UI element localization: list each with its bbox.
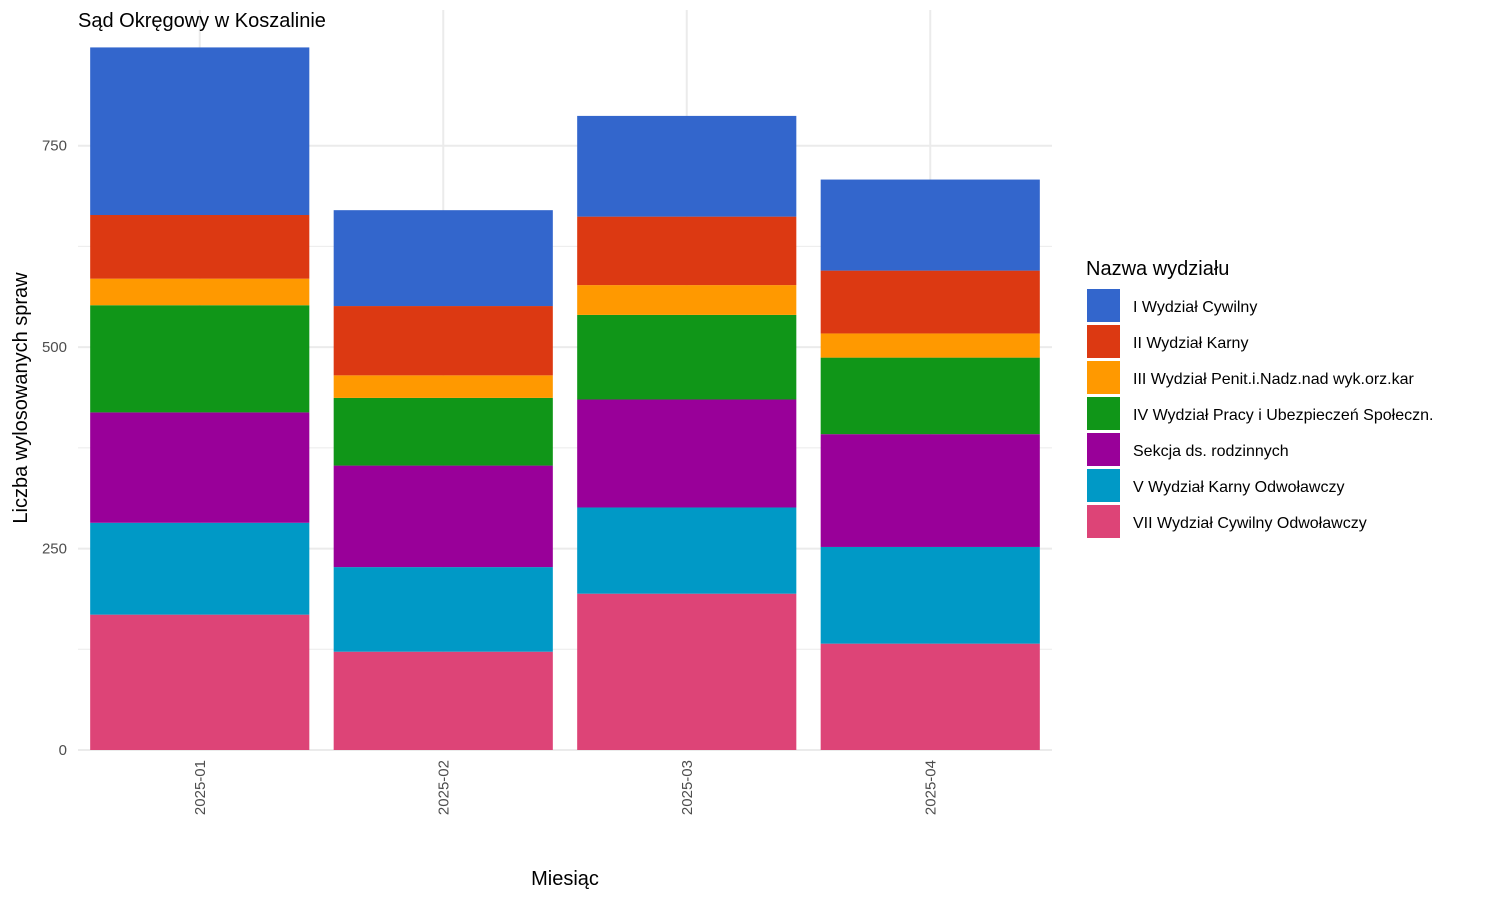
bar-segment xyxy=(333,210,553,307)
bar-segment xyxy=(333,375,553,398)
y-tick-label: 250 xyxy=(42,541,67,558)
bar-segment xyxy=(820,643,1040,750)
legend-swatch xyxy=(1087,433,1120,466)
bar-segment xyxy=(820,434,1040,547)
legend-swatch xyxy=(1087,289,1120,322)
x-tick-label: 2025-02 xyxy=(435,760,452,815)
legend-swatch xyxy=(1087,361,1120,394)
y-tick-label: 0 xyxy=(59,742,67,759)
bar-segment xyxy=(90,278,310,306)
bar-segment xyxy=(90,522,310,615)
bar-segment xyxy=(577,216,797,286)
y-tick-label: 500 xyxy=(42,339,67,356)
bar-segment xyxy=(333,567,553,652)
bar-segment xyxy=(577,285,797,315)
bar-segment xyxy=(820,333,1040,358)
legend-swatch xyxy=(1087,505,1120,538)
bar-segment xyxy=(820,270,1040,334)
x-axis-title: Miesiąc xyxy=(531,868,599,890)
legend-swatch xyxy=(1087,325,1120,358)
bar-segment xyxy=(577,115,797,217)
legend-label: II Wydział Karny xyxy=(1133,335,1248,352)
bar-segment xyxy=(90,614,310,750)
bars xyxy=(90,47,1040,750)
x-tick-label: 2025-04 xyxy=(922,760,939,815)
legend-label: V Wydział Karny Odwoławczy xyxy=(1133,479,1344,496)
bar-segment xyxy=(90,305,310,413)
legend-label: III Wydział Penit.i.Nadz.nad wyk.orz.kar xyxy=(1133,371,1415,388)
bar-segment xyxy=(577,593,797,750)
bar-segment xyxy=(577,507,797,594)
bar-segment xyxy=(90,47,310,216)
bar-segment xyxy=(820,357,1040,435)
chart-title: Sąd Okręgowy w Koszalinie xyxy=(78,10,326,32)
y-axis-title: Liczba wylosowanych spraw xyxy=(10,272,32,524)
bar-segment xyxy=(90,215,310,279)
y-tick-label: 750 xyxy=(42,138,67,155)
y-axis-ticks: 0 250 500 750 xyxy=(42,138,67,759)
legend-swatch xyxy=(1087,397,1120,430)
bar-segment xyxy=(577,399,797,508)
legend-label: I Wydział Cywilny xyxy=(1133,299,1257,316)
x-tick-label: 2025-03 xyxy=(679,760,696,815)
legend: I Wydział Cywilny II Wydział Karny III Wyd… xyxy=(1087,289,1433,538)
legend-label: IV Wydział Pracy i Ubezpieczeń Społeczn. xyxy=(1133,407,1433,424)
bar-segment xyxy=(820,546,1040,644)
bar-segment xyxy=(577,314,797,400)
legend-title: Nazwa wydziału xyxy=(1086,258,1229,280)
x-axis-ticks: 2025-01 2025-02 2025-03 2025-04 xyxy=(192,760,940,815)
bar-segment xyxy=(333,306,553,376)
legend-label: Sekcja ds. rodzinnych xyxy=(1133,443,1289,460)
bar-segment xyxy=(820,179,1040,271)
x-tick-label: 2025-01 xyxy=(192,760,209,815)
bar-segment xyxy=(333,397,553,466)
bar-segment xyxy=(333,465,553,568)
legend-label: VII Wydział Cywilny Odwoławczy xyxy=(1133,515,1367,532)
legend-swatch xyxy=(1087,469,1120,502)
bar-segment xyxy=(333,651,553,750)
bar-segment xyxy=(90,412,310,523)
